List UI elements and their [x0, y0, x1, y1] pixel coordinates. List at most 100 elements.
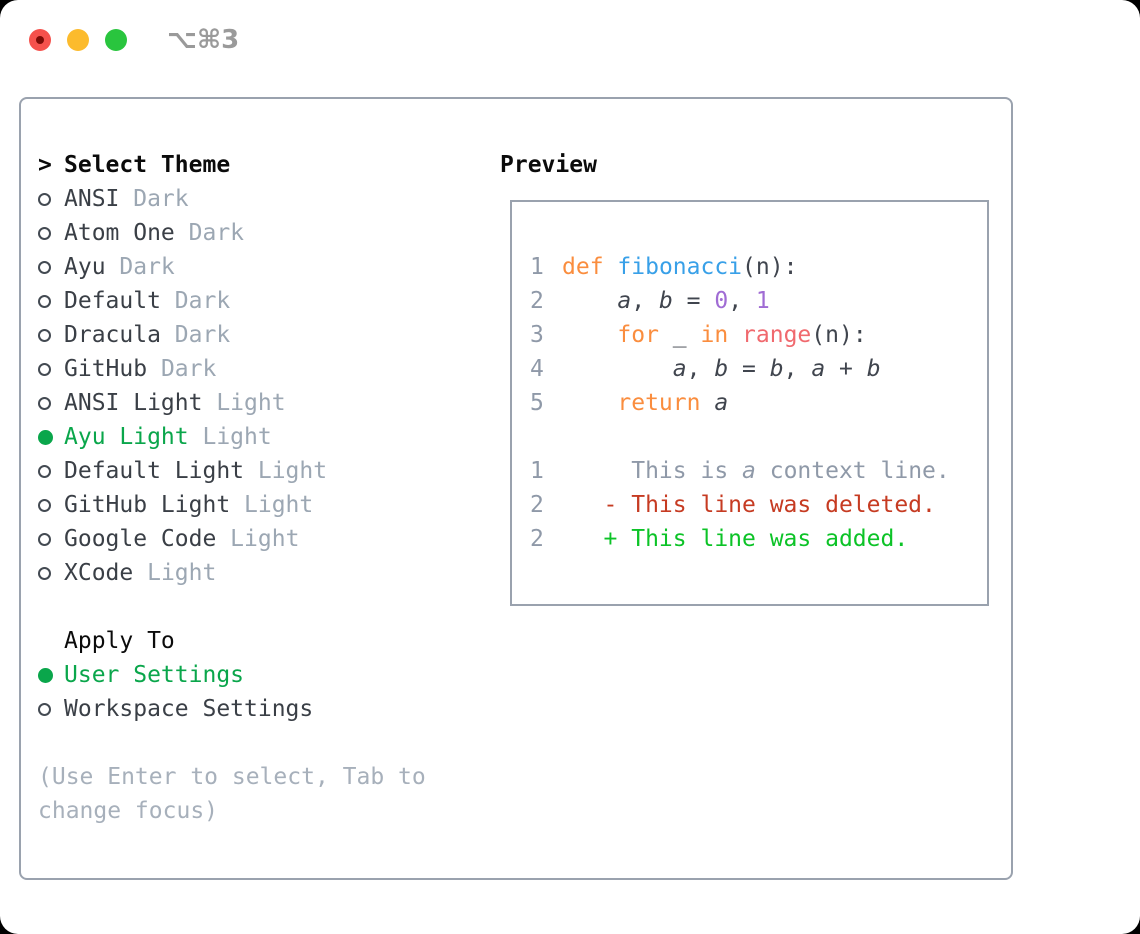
- code-token: =: [728, 356, 770, 382]
- radio-selected-icon[interactable]: [38, 429, 53, 445]
- theme-option[interactable]: XCode Light: [38, 556, 478, 590]
- theme-option[interactable]: ANSI Light Light: [38, 386, 478, 420]
- radio-icon[interactable]: [38, 532, 51, 546]
- theme-option[interactable]: ANSI Dark: [38, 182, 478, 216]
- code-token: a: [742, 458, 756, 484]
- code-line: 1 This is a context line.: [530, 454, 987, 488]
- option-variant-tag: Dark: [105, 254, 175, 280]
- apply-to-option[interactable]: Workspace Settings: [38, 692, 478, 726]
- radio-icon[interactable]: [38, 192, 51, 206]
- prompt-caret: >: [38, 152, 52, 178]
- select-theme-title: Select Theme: [64, 152, 231, 178]
- option-variant-tag: Dark: [160, 322, 231, 348]
- radio-icon[interactable]: [38, 294, 51, 308]
- theme-option[interactable]: Dracula Dark: [38, 318, 478, 352]
- theme-items: ANSI Dark Atom One Dark Ayu Dark Default Da…: [38, 182, 478, 590]
- code-token: return: [617, 390, 701, 416]
- code-line: 2 + This line was added.: [530, 522, 987, 556]
- option-variant-tag: Dark: [174, 220, 245, 246]
- radio-icon[interactable]: [38, 464, 51, 478]
- option-variant-tag: Light: [230, 492, 314, 518]
- code-token: [604, 254, 618, 280]
- code-token: [562, 288, 617, 314]
- radio-icon[interactable]: [38, 566, 51, 580]
- minimize-button[interactable]: [67, 29, 89, 51]
- code-token: This is: [562, 458, 743, 484]
- theme-option[interactable]: Ayu Dark: [38, 250, 478, 284]
- code-token: 1: [755, 288, 770, 314]
- option-variant-tag: Light: [216, 526, 300, 552]
- help-text: (Use Enter to select, Tab to change focu…: [38, 764, 426, 824]
- theme-option[interactable]: GitHub Dark: [38, 352, 478, 386]
- option-variant-tag: Light: [188, 424, 272, 450]
- code-token: b: [769, 356, 784, 382]
- theme-option[interactable]: Default Dark: [38, 284, 478, 318]
- preview-title: Preview: [500, 152, 597, 178]
- apply-to-options: User Settings Workspace Settings: [38, 658, 478, 726]
- option-variant-tag: Light: [202, 390, 286, 416]
- line-number: 2: [530, 492, 544, 518]
- code-token: range: [742, 322, 812, 348]
- option-variant-tag: Light: [244, 458, 328, 484]
- code-token: b: [658, 288, 673, 314]
- option-label: ANSI Light: [64, 390, 203, 416]
- line-number: 2: [530, 526, 544, 552]
- code-token: _: [658, 322, 701, 348]
- code-token: =: [672, 288, 715, 314]
- code-line: 5 return a: [530, 386, 987, 420]
- code-token: b: [714, 356, 729, 382]
- line-number: 5: [530, 390, 544, 416]
- option-label: Ayu: [64, 254, 106, 280]
- line-number: 3: [530, 322, 544, 348]
- code-token: [728, 322, 742, 348]
- radio-icon[interactable]: [38, 260, 51, 274]
- line-number: 1: [530, 254, 544, 280]
- radio-icon[interactable]: [38, 226, 51, 240]
- close-button[interactable]: [29, 29, 51, 51]
- radio-icon[interactable]: [38, 396, 51, 410]
- theme-list: > Select Theme ANSI Dark Atom One Dark Ayu…: [38, 148, 478, 828]
- radio-icon[interactable]: [38, 328, 51, 342]
- code-token: [700, 390, 714, 416]
- theme-option[interactable]: GitHub Light Light: [38, 488, 478, 522]
- code-line: 2 a, b = 0, 1: [530, 284, 987, 318]
- code-token: a: [811, 356, 826, 382]
- code-token: [562, 322, 617, 348]
- code-token: ,: [686, 356, 715, 382]
- option-label: Ayu Light: [64, 424, 189, 450]
- theme-option[interactable]: Atom One Dark: [38, 216, 478, 250]
- spacer: [38, 590, 478, 624]
- code-line: 4 a, b = b, a + b: [530, 352, 987, 386]
- code-token: in: [700, 322, 729, 348]
- radio-icon[interactable]: [38, 702, 51, 716]
- maximize-button[interactable]: [105, 29, 127, 51]
- code-token: +: [825, 356, 867, 382]
- code-token: context line.: [755, 458, 950, 484]
- option-label: Dracula: [64, 322, 161, 348]
- code-token: a: [617, 288, 632, 314]
- theme-option[interactable]: Default Light Light: [38, 454, 478, 488]
- option-label: XCode: [64, 560, 134, 586]
- line-number: 4: [530, 356, 544, 382]
- option-label: Atom One: [64, 220, 175, 246]
- radio-icon[interactable]: [38, 498, 51, 512]
- theme-option[interactable]: Ayu Light Light: [38, 420, 478, 454]
- apply-to-title: Apply To: [64, 628, 175, 654]
- code-token: b: [866, 356, 881, 382]
- theme-option[interactable]: Google Code Light: [38, 522, 478, 556]
- option-label: Workspace Settings: [64, 696, 314, 722]
- code-token: + This line was added.: [562, 526, 909, 552]
- code-token: fibonacci: [617, 254, 743, 280]
- code-token: [562, 390, 617, 416]
- option-variant-tag: Dark: [119, 186, 189, 212]
- apply-to-option[interactable]: User Settings: [38, 658, 478, 692]
- code-token: [562, 356, 673, 382]
- radio-icon[interactable]: [38, 362, 51, 376]
- code-token: ,: [728, 288, 756, 314]
- radio-selected-icon[interactable]: [38, 667, 53, 683]
- line-number: 1: [530, 458, 544, 484]
- option-variant-tag: Dark: [160, 288, 231, 314]
